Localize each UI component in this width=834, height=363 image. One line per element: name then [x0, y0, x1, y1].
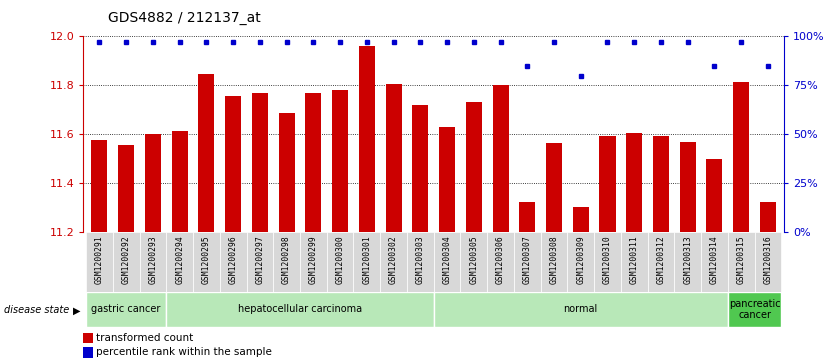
Bar [305, 93, 321, 232]
Text: GSM1200302: GSM1200302 [389, 235, 398, 284]
Bar [760, 202, 776, 232]
Bar [247, 232, 274, 292]
Text: GSM1200306: GSM1200306 [496, 235, 505, 284]
Bar [706, 159, 722, 232]
Bar [728, 232, 755, 292]
Bar [465, 102, 482, 232]
Text: GSM1200300: GSM1200300 [335, 235, 344, 284]
Text: GSM1200316: GSM1200316 [763, 235, 772, 284]
Bar [653, 135, 669, 232]
FancyBboxPatch shape [86, 292, 166, 327]
FancyBboxPatch shape [166, 292, 434, 327]
Bar [327, 232, 354, 292]
Bar [626, 133, 642, 232]
Bar [620, 232, 647, 292]
Bar [380, 232, 407, 292]
Text: GSM1200294: GSM1200294 [175, 235, 184, 284]
Text: GSM1200309: GSM1200309 [576, 235, 585, 284]
Bar [86, 232, 113, 292]
Bar [407, 232, 434, 292]
Bar [573, 207, 589, 232]
Bar [166, 232, 193, 292]
Bar [279, 114, 294, 232]
Text: GSM1200308: GSM1200308 [550, 235, 559, 284]
Bar [198, 74, 214, 232]
Text: GSM1200310: GSM1200310 [603, 235, 612, 284]
Text: GSM1200303: GSM1200303 [416, 235, 425, 284]
Text: GSM1200293: GSM1200293 [148, 235, 158, 284]
Bar [113, 232, 139, 292]
Text: GSM1200311: GSM1200311 [630, 235, 639, 284]
Text: GSM1200304: GSM1200304 [443, 235, 451, 284]
Text: GSM1200301: GSM1200301 [362, 235, 371, 284]
Text: percentile rank within the sample: percentile rank within the sample [96, 347, 272, 358]
FancyBboxPatch shape [434, 292, 728, 327]
Text: ▶: ▶ [73, 305, 81, 315]
Text: GSM1200314: GSM1200314 [710, 235, 719, 284]
Bar [359, 46, 374, 232]
Bar [675, 232, 701, 292]
Bar [412, 105, 429, 232]
Bar [220, 232, 247, 292]
Bar [274, 232, 300, 292]
Text: GSM1200299: GSM1200299 [309, 235, 318, 284]
Bar [600, 135, 615, 232]
Bar [92, 140, 108, 232]
Bar [546, 143, 562, 232]
Text: gastric cancer: gastric cancer [92, 305, 161, 314]
Bar [354, 232, 380, 292]
Bar [460, 232, 487, 292]
Bar [439, 127, 455, 232]
Text: pancreatic
cancer: pancreatic cancer [729, 299, 781, 320]
Bar [540, 232, 567, 292]
Bar [701, 232, 728, 292]
Bar [172, 131, 188, 232]
Bar [520, 202, 535, 232]
Bar [594, 232, 620, 292]
Bar [567, 232, 594, 292]
Bar [647, 232, 675, 292]
Text: hepatocellular carcinoma: hepatocellular carcinoma [238, 305, 362, 314]
Bar [332, 90, 348, 232]
FancyBboxPatch shape [728, 292, 781, 327]
Bar [118, 145, 134, 232]
Text: disease state: disease state [4, 305, 69, 315]
Text: transformed count: transformed count [96, 333, 193, 343]
Text: GSM1200298: GSM1200298 [282, 235, 291, 284]
Bar [755, 232, 781, 292]
Text: GSM1200297: GSM1200297 [255, 235, 264, 284]
Text: GSM1200313: GSM1200313 [683, 235, 692, 284]
Bar [733, 82, 749, 232]
Bar [487, 232, 514, 292]
Bar [680, 142, 696, 232]
Text: GSM1200315: GSM1200315 [736, 235, 746, 284]
Bar [493, 85, 509, 232]
Text: GSM1200295: GSM1200295 [202, 235, 211, 284]
Text: GSM1200307: GSM1200307 [523, 235, 532, 284]
Bar [300, 232, 327, 292]
Bar [434, 232, 460, 292]
Text: GDS4882 / 212137_at: GDS4882 / 212137_at [108, 11, 261, 25]
Bar [514, 232, 540, 292]
Text: GSM1200312: GSM1200312 [656, 235, 666, 284]
Text: GSM1200292: GSM1200292 [122, 235, 131, 284]
Text: GSM1200305: GSM1200305 [470, 235, 478, 284]
Bar [193, 232, 220, 292]
Bar [145, 134, 161, 232]
Bar [385, 84, 402, 232]
Bar [139, 232, 166, 292]
Bar [225, 96, 241, 232]
Text: normal: normal [564, 305, 598, 314]
Text: GSM1200296: GSM1200296 [229, 235, 238, 284]
Bar [252, 93, 268, 232]
Text: GSM1200291: GSM1200291 [95, 235, 104, 284]
